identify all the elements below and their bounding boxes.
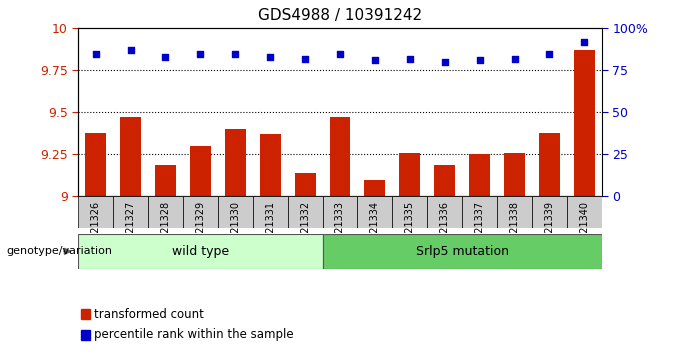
Bar	[539, 132, 560, 196]
Text: GSM921332: GSM921332	[300, 201, 310, 261]
Bar	[364, 180, 386, 196]
Text: GSM921339: GSM921339	[545, 201, 554, 260]
Bar	[81, 309, 90, 319]
Bar	[435, 165, 455, 196]
Bar	[85, 132, 106, 196]
Text: GSM921334: GSM921334	[370, 201, 380, 260]
Text: Srlp5 mutation: Srlp5 mutation	[415, 245, 509, 258]
Text: transformed count: transformed count	[94, 308, 204, 321]
Bar	[190, 146, 211, 196]
Point	[405, 56, 415, 62]
FancyBboxPatch shape	[462, 196, 497, 228]
Text: genotype/variation: genotype/variation	[7, 246, 113, 256]
FancyBboxPatch shape	[358, 196, 392, 228]
FancyBboxPatch shape	[427, 196, 462, 228]
FancyBboxPatch shape	[78, 196, 113, 228]
Bar	[81, 330, 90, 340]
Point	[335, 51, 345, 56]
Bar	[260, 134, 281, 196]
FancyBboxPatch shape	[148, 196, 183, 228]
FancyBboxPatch shape	[78, 234, 322, 269]
Bar	[574, 50, 595, 196]
Text: GSM921335: GSM921335	[405, 201, 415, 261]
FancyBboxPatch shape	[183, 196, 218, 228]
Point	[265, 54, 275, 60]
Title: GDS4988 / 10391242: GDS4988 / 10391242	[258, 8, 422, 23]
FancyBboxPatch shape	[532, 196, 567, 228]
Bar	[120, 118, 141, 196]
Point	[230, 51, 241, 56]
Text: GSM921328: GSM921328	[160, 201, 171, 261]
Text: GSM921336: GSM921336	[440, 201, 449, 260]
Bar	[225, 129, 245, 196]
Text: GSM921337: GSM921337	[475, 201, 485, 261]
FancyBboxPatch shape	[288, 196, 322, 228]
FancyBboxPatch shape	[218, 196, 253, 228]
FancyBboxPatch shape	[567, 196, 602, 228]
Point	[160, 54, 171, 60]
Point	[579, 39, 590, 45]
Point	[125, 47, 136, 53]
Text: GSM921327: GSM921327	[126, 201, 135, 261]
Point	[544, 51, 555, 56]
Bar	[469, 154, 490, 196]
FancyBboxPatch shape	[322, 196, 358, 228]
Point	[509, 56, 520, 62]
Text: GSM921330: GSM921330	[231, 201, 240, 260]
Point	[474, 57, 485, 63]
Bar	[294, 173, 316, 196]
FancyBboxPatch shape	[497, 196, 532, 228]
Point	[369, 57, 380, 63]
Point	[195, 51, 206, 56]
FancyBboxPatch shape	[392, 196, 427, 228]
Text: GSM921338: GSM921338	[509, 201, 520, 260]
Bar	[330, 118, 350, 196]
FancyBboxPatch shape	[253, 196, 288, 228]
Point	[300, 56, 311, 62]
Bar	[399, 153, 420, 196]
Point	[439, 59, 450, 65]
Text: GSM921326: GSM921326	[90, 201, 101, 261]
Text: GSM921331: GSM921331	[265, 201, 275, 260]
Bar	[155, 165, 176, 196]
Text: GSM921340: GSM921340	[579, 201, 590, 260]
Text: GSM921333: GSM921333	[335, 201, 345, 260]
Point	[90, 51, 101, 56]
Text: GSM921329: GSM921329	[195, 201, 205, 261]
Text: percentile rank within the sample: percentile rank within the sample	[94, 329, 294, 342]
FancyBboxPatch shape	[113, 196, 148, 228]
FancyBboxPatch shape	[322, 234, 602, 269]
Text: wild type: wild type	[172, 245, 229, 258]
Bar	[504, 153, 525, 196]
